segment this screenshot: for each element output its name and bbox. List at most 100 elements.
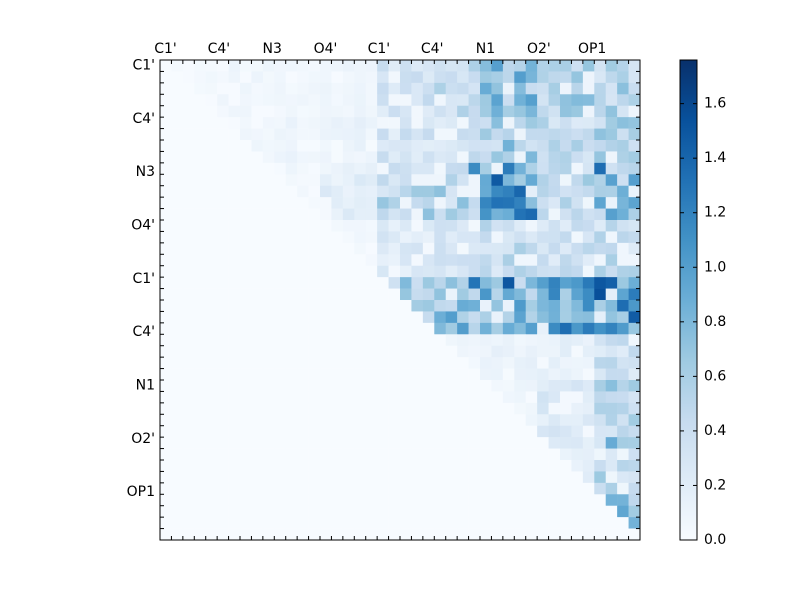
heatmap-cell [548,60,561,72]
heatmap-cell [285,140,298,152]
heatmap-cell [320,174,332,187]
heatmap-cell [274,174,287,187]
heatmap-cell [537,94,549,107]
heatmap-cell [445,174,458,187]
heatmap-cell [331,322,344,335]
heatmap-cell [411,254,424,267]
heatmap-cell [331,482,344,495]
heatmap-cell [160,254,172,267]
heatmap-cell [354,437,367,449]
heatmap-cell [342,231,355,244]
heatmap-cell [411,231,424,244]
heatmap-cell [445,437,458,449]
heatmap-cell [308,117,321,129]
heatmap-cell [480,391,492,404]
heatmap-cell [617,208,629,221]
heatmap-cell [331,334,344,347]
heatmap-cell [582,471,595,484]
heatmap-cell [388,265,401,278]
heatmap-cell [308,425,321,438]
heatmap-cell [297,117,309,129]
heatmap-cell [445,300,458,312]
heatmap-cell [377,517,389,529]
heatmap-cell [377,505,389,518]
heatmap-cell [342,265,355,278]
heatmap-cell [194,460,207,472]
heatmap-cell [400,414,412,427]
heatmap-cell [182,117,195,129]
heatmap-cell [525,391,538,404]
heatmap-cell [320,391,332,404]
heatmap-cell [320,414,332,427]
x-tick-label: OP1 [578,41,606,57]
heatmap-cell [445,494,458,507]
heatmap-cell [617,357,629,369]
heatmap-cell [320,482,332,495]
heatmap-cell [331,277,344,289]
heatmap-cell [377,82,389,95]
heatmap-cell [354,357,367,369]
heatmap-cell [560,288,572,301]
heatmap-cell [480,71,492,84]
heatmap-cell [308,208,321,221]
heatmap-cell [514,380,527,392]
heatmap-cell [365,265,378,278]
heatmap-cell [434,425,447,438]
heatmap-cell [160,300,172,312]
heatmap-cell [182,471,195,484]
heatmap-cell [331,60,344,72]
heatmap-cell [400,322,412,335]
heatmap-cell [251,60,264,72]
heatmap-cell [171,174,184,187]
heatmap-cell [365,471,378,484]
heatmap-cell [605,528,618,541]
heatmap-cell [457,334,469,347]
heatmap-cell [434,448,447,461]
heatmap-cell [617,300,629,312]
heatmap-cell [388,345,401,358]
heatmap-cell [560,380,572,392]
heatmap-cell [365,300,378,312]
heatmap-cell [297,345,309,358]
heatmap-cell [628,140,641,152]
heatmap-cell [171,105,184,118]
heatmap-cell [320,128,332,141]
heatmap-cell [228,82,241,95]
heatmap-cell [228,208,241,221]
heatmap-cell [605,380,618,392]
heatmap-cell [342,414,355,427]
heatmap-cell [320,517,332,529]
heatmap-cell [205,425,218,438]
heatmap-cell [297,380,309,392]
heatmap-cell [194,425,207,438]
heatmap-cell [411,437,424,449]
heatmap-cell [457,185,469,198]
heatmap-cell [262,505,275,518]
heatmap-cell [605,300,618,312]
heatmap-cell [400,162,412,175]
heatmap-cell [354,425,367,438]
heatmap-cell [491,345,504,358]
heatmap-cell [274,94,287,107]
heatmap-cell [160,162,172,175]
heatmap-cell [628,197,641,209]
heatmap-cell [480,528,492,541]
heatmap-cell [502,425,515,438]
heatmap-cell [285,380,298,392]
heatmap-cell [342,471,355,484]
heatmap-cell [320,460,332,472]
heatmap-cell [571,242,584,255]
heatmap-cell [480,185,492,198]
heatmap-cell [354,414,367,427]
heatmap-cell [400,528,412,541]
heatmap-cell [617,265,629,278]
heatmap-cell [388,402,401,415]
heatmap-cell [605,460,618,472]
heatmap-cell [480,505,492,518]
heatmap-cell [491,174,504,187]
heatmap-cell [354,300,367,312]
heatmap-cell [582,448,595,461]
heatmap-cell [228,357,241,369]
heatmap-cell [628,254,641,267]
heatmap-cell [582,437,595,449]
